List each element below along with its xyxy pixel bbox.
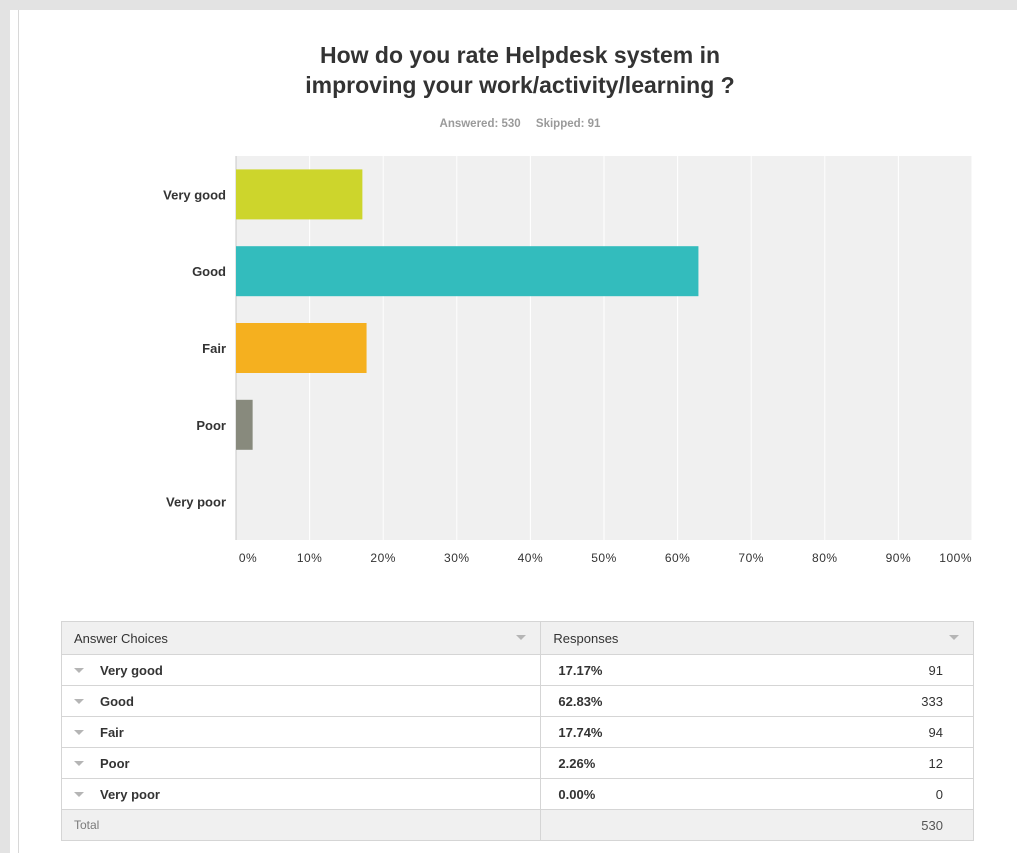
choice-cell: Fair: [60, 716, 542, 748]
responses-table: Answer Choices Responses Very good 17.17%…: [60, 621, 974, 841]
skipped-count: Skipped: 91: [535, 118, 601, 130]
choice-label: Very poor: [100, 786, 160, 802]
bar-good: [236, 246, 699, 297]
question-title: How do you rate Helpdesk system in impro…: [200, 40, 840, 100]
choice-cell: Very poor: [60, 778, 542, 810]
window-top-border: [0, 0, 1017, 10]
answer-choices-header-label: Answer Choices: [74, 630, 168, 646]
category-label: Very poor: [166, 495, 226, 510]
responses-header[interactable]: Responses: [540, 621, 974, 655]
table-row: Very good 17.17% 91: [60, 654, 974, 686]
response-percent: 17.17%: [558, 662, 603, 678]
expand-caret-icon[interactable]: [74, 760, 84, 766]
choice-label: Good: [100, 693, 134, 709]
response-percent: 17.74%: [558, 724, 603, 740]
bar-very-good: [236, 169, 363, 220]
expand-caret-icon[interactable]: [74, 729, 84, 735]
expand-caret-icon[interactable]: [74, 791, 84, 797]
response-cell: 2.26% 12: [540, 747, 974, 779]
choice-cell: Poor: [60, 747, 542, 779]
sort-arrow-icon[interactable]: [516, 635, 527, 640]
answered-count: Answered: 530: [439, 118, 521, 130]
category-label: Very good: [163, 187, 226, 202]
x-tick-label: 60%: [665, 551, 691, 565]
response-cell: 17.74% 94: [540, 716, 974, 748]
response-count: 91: [928, 662, 943, 678]
choice-label: Very good: [100, 662, 163, 678]
x-tick-label: 50%: [591, 551, 617, 565]
question-title-line-2: improving your work/activity/learning ?: [305, 72, 735, 98]
response-count: 12: [928, 755, 943, 771]
table-row: Fair 17.74% 94: [60, 716, 974, 748]
response-percent: 0.00%: [558, 786, 596, 802]
bar-poor: [236, 399, 253, 450]
x-tick-label: 20%: [370, 551, 396, 565]
choice-cell: Very good: [60, 654, 542, 686]
x-tick-label: 70%: [738, 551, 764, 565]
response-count: 94: [928, 724, 943, 740]
responses-header-label: Responses: [553, 630, 619, 646]
choice-label: Fair: [100, 724, 124, 740]
sort-arrow-icon[interactable]: [949, 635, 959, 640]
category-label: Good: [192, 264, 226, 279]
table-header-row: Answer Choices Responses: [60, 621, 974, 655]
answer-choices-header[interactable]: Answer Choices: [60, 621, 542, 655]
question-title-line-1: How do you rate Helpdesk system in: [319, 42, 721, 68]
response-cell: 0.00% 0: [540, 778, 974, 810]
x-tick-label: 90%: [886, 551, 912, 565]
response-cell: 62.83% 333: [540, 685, 974, 717]
x-tick-label: 0%: [239, 551, 257, 565]
x-tick-label: 40%: [518, 551, 544, 565]
total-count-cell: 530: [540, 809, 974, 841]
response-percent: 62.83%: [558, 693, 603, 709]
choice-cell: Good: [60, 685, 542, 717]
category-label: Fair: [202, 341, 226, 356]
x-tick-label: 30%: [444, 551, 470, 565]
x-tick-label: 100%: [939, 551, 972, 565]
bar-fair: [236, 323, 367, 373]
choice-label: Poor: [100, 755, 130, 771]
x-tick-label: 80%: [812, 551, 838, 565]
expand-caret-icon[interactable]: [74, 698, 84, 704]
total-label: Total: [74, 818, 100, 832]
table-row: Poor 2.26% 12: [60, 747, 974, 779]
response-count: 333: [921, 693, 943, 709]
table-body: Very good 17.17% 91 Good 62.83% 333 Fair 17.74%…: [60, 654, 974, 810]
response-count: 0: [935, 786, 943, 802]
response-stats: Answered: 530 Skipped: 91: [300, 118, 740, 130]
panel-left-edge: [18, 10, 19, 853]
table-row: Very poor 0.00% 0: [60, 778, 974, 810]
response-percent: 2.26%: [558, 755, 596, 771]
category-label: Poor: [196, 418, 226, 433]
window-left-border: [0, 0, 10, 853]
response-cell: 17.17% 91: [540, 654, 974, 686]
total-count: 530: [921, 817, 943, 833]
x-tick-label: 10%: [297, 551, 323, 565]
total-label-cell: Total: [60, 809, 542, 841]
bar-chart: Very good Good Fair Poor Very poor 0% 10% 20% 30…: [163, 156, 973, 565]
table-row: Good 62.83% 333: [60, 685, 974, 717]
table-total-row: Total 530: [60, 809, 974, 841]
expand-caret-icon[interactable]: [74, 667, 84, 673]
